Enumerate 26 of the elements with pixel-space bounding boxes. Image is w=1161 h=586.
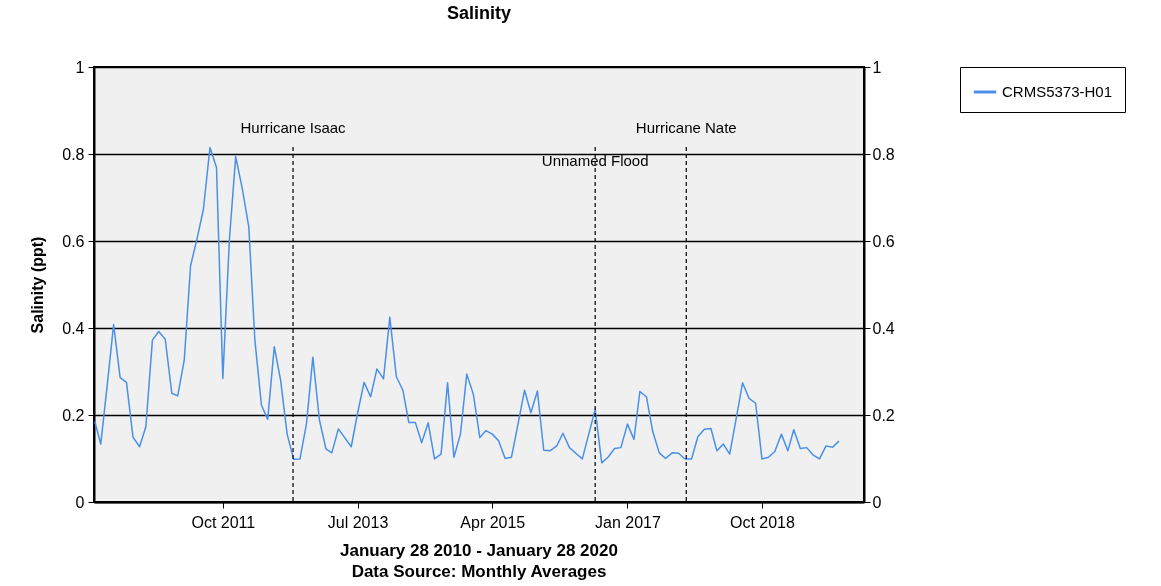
y2-tick-label: 1 [872, 58, 882, 76]
ref-line-label: Hurricane Nate [635, 119, 737, 136]
y2-tick-label: 0.8 [872, 145, 895, 163]
ref-line-label: Hurricane Isaac [240, 119, 347, 136]
y-tick-label: 0.8 [62, 145, 85, 163]
x-tick-label: Apr 2015 [460, 513, 526, 531]
x-tick-label: Oct 2011 [191, 513, 256, 531]
y-tick-label: 0 [75, 493, 85, 511]
y2-tick-label: 0.6 [872, 232, 895, 250]
x-tick-label: Oct 2018 [729, 513, 796, 531]
legend-label: CRMS5373-H01 [1002, 83, 1113, 100]
x-tick-label: Jul 2013 [327, 513, 389, 531]
y-tick-label: 0.2 [62, 406, 85, 424]
y-tick-label: 1 [75, 58, 85, 76]
chart-title: Salinity [446, 3, 512, 23]
y2-tick-label: 0.4 [872, 319, 895, 337]
x-axis-title: January 28 2010 - January 28 2020 [340, 541, 618, 560]
ref-line-label: Unnamed Flood [541, 152, 649, 169]
x-tick-label: Jan 2017 [595, 513, 661, 531]
source-note: Data Source: Monthly Averages [351, 562, 607, 581]
y-axis-title: Salinity (ppt) [29, 236, 47, 334]
y2-tick-label: 0 [872, 493, 882, 511]
y2-tick-label: 0.2 [872, 406, 895, 424]
line-series [94, 146, 840, 464]
y-tick-label: 0.4 [62, 319, 85, 337]
y-tick-label: 0.6 [62, 232, 85, 250]
